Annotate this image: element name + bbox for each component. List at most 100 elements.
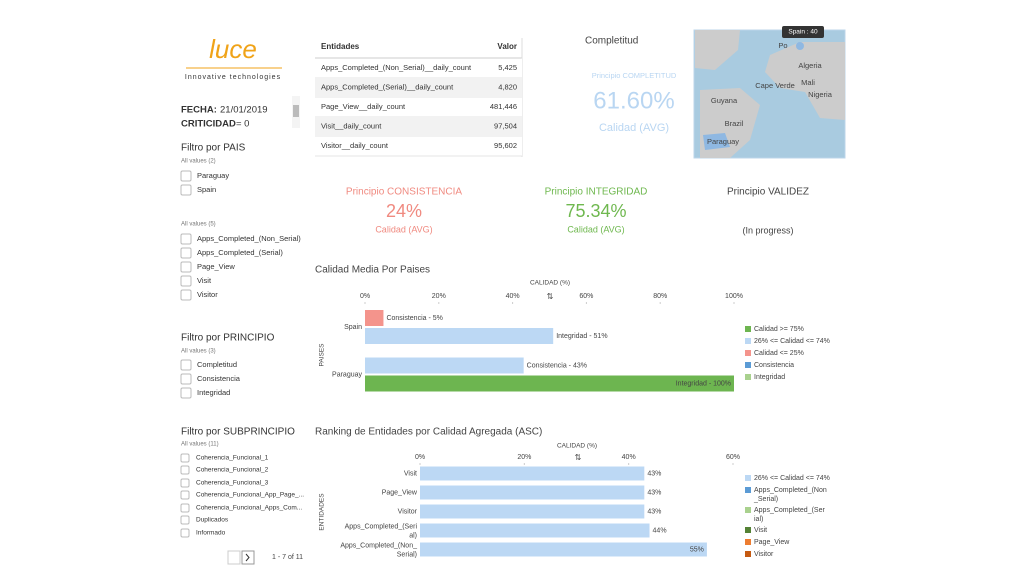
filter-item: Duplicados <box>196 517 229 524</box>
logo-tagline: Innovative technologies <box>185 74 281 81</box>
checkbox[interactable] <box>180 373 192 385</box>
x-tick-label: 0% <box>415 454 425 461</box>
kpi-title: Principio INTEGRIDAD <box>545 187 648 198</box>
filter-all: All values (2) <box>181 159 216 165</box>
checkbox[interactable] <box>180 289 192 301</box>
legend-label: Visitor <box>754 551 774 558</box>
data-label: 55% <box>690 546 704 553</box>
logo: luce <box>209 34 257 64</box>
filter-title: Filtro por PRINCIPIO <box>181 333 275 344</box>
map-label: Mali <box>801 78 815 87</box>
table-cell: Visit__daily_count <box>321 121 382 130</box>
checkbox[interactable] <box>180 387 192 399</box>
checkbox[interactable] <box>180 261 192 273</box>
filter-item: Coherencia_Funcional_2 <box>196 467 269 474</box>
checkbox[interactable] <box>180 453 190 463</box>
x-tick-label: 40% <box>622 454 636 461</box>
table-cell: Visitor__daily_count <box>321 141 389 150</box>
legend-label: Visit <box>754 527 767 534</box>
pager: 1 - 7 of 11 <box>272 554 303 561</box>
checkbox[interactable] <box>180 247 192 259</box>
map-label: Brazil <box>725 119 744 128</box>
chart-title: Calidad Media Por Paises <box>315 265 430 276</box>
y-tick-label: Apps_Completed_(Non_ Serial) <box>340 542 417 558</box>
legend-swatch <box>745 539 751 545</box>
filter-item: Integridad <box>197 388 230 397</box>
filter-item: Page_View <box>197 262 235 271</box>
sort-icon[interactable]: ⇅ <box>575 453 582 462</box>
table-cell: Apps_Completed_(Non_Serial)__daily_count <box>321 63 472 72</box>
checkbox[interactable] <box>180 528 190 538</box>
data-label: Integridad - 51% <box>556 333 607 340</box>
data-label: Integridad - 100% <box>676 380 731 387</box>
legend-label: Calidad >= 75% <box>754 326 804 333</box>
filter-item: Completitud <box>197 360 237 369</box>
checkbox[interactable] <box>180 184 192 196</box>
kpi-title: Principio CONSISTENCIA <box>346 187 462 198</box>
checkbox[interactable] <box>180 465 190 475</box>
checkbox[interactable] <box>180 275 192 287</box>
filter-title: Filtro por PAIS <box>181 143 246 154</box>
checkbox[interactable] <box>180 490 190 500</box>
table-cell: Apps_Completed_(Serial)__daily_count <box>321 82 454 91</box>
legend-swatch <box>745 374 751 380</box>
filter-item: Coherencia_Funcional_1 <box>196 455 269 462</box>
chart-title: Ranking de Entidades por Calidad Agregad… <box>315 427 542 438</box>
map-tooltip: Spain : 40 <box>788 29 818 36</box>
filter-item: Coherencia_Funcional_App_Page_... <box>196 492 304 499</box>
fecha: 21/01/2019 <box>220 105 268 116</box>
table-cell: 5,425 <box>498 63 517 72</box>
filter-item: Consistencia <box>197 374 241 383</box>
pager-next[interactable] <box>241 550 255 565</box>
pager-prev[interactable] <box>227 550 241 565</box>
table-header-bg <box>315 38 522 57</box>
checkbox[interactable] <box>180 503 190 513</box>
map: Spain : 40 <box>693 26 846 159</box>
x-tick-label: 20% <box>517 454 531 461</box>
kpi-value: 75.34% <box>565 201 626 221</box>
scroll-thumb[interactable] <box>293 105 299 117</box>
checkbox[interactable] <box>180 170 192 182</box>
y-tick-label: Apps_Completed_(Seri al) <box>345 523 418 539</box>
checkbox[interactable] <box>180 478 190 488</box>
table-row-bg <box>315 97 522 117</box>
table-cell: 95,602 <box>494 141 517 150</box>
map-spain <box>796 42 804 50</box>
legend-label: 26% <= Calidad <= 74% <box>754 338 830 345</box>
filter-item: Spain <box>197 185 216 194</box>
checkbox[interactable] <box>180 359 192 371</box>
data-label: 44% <box>653 527 667 534</box>
table-cell: 481,446 <box>490 102 517 111</box>
criticidad: = 0 <box>236 119 249 130</box>
legend-label: Apps_Completed_(Ser ial) <box>754 507 825 523</box>
checkbox[interactable] <box>180 233 192 245</box>
y-tick-label: Paraguay <box>332 371 362 378</box>
x-tick-label: 40% <box>506 293 520 300</box>
tooltip-box <box>782 26 824 38</box>
bar <box>420 485 645 500</box>
legend-swatch <box>745 350 751 356</box>
legend-swatch <box>745 487 751 493</box>
legend-swatch <box>745 338 751 344</box>
legend-label: 26% <= Calidad <= 74% <box>754 475 830 482</box>
sort-icon[interactable]: ⇅ <box>547 292 554 301</box>
map-label: Paraguay <box>707 137 739 146</box>
x-tick-label: 0% <box>360 293 370 300</box>
x-tick-label: 60% <box>726 454 740 461</box>
map-label: Algeria <box>798 61 822 70</box>
map-label: Guyana <box>711 96 738 105</box>
kpi-subtitle: Calidad (AVG) <box>599 122 669 134</box>
kpi-title: Principio VALIDEZ <box>727 187 809 198</box>
legend-label: Calidad <= 25% <box>754 350 804 357</box>
y-axis-title: PAISES <box>319 343 326 367</box>
filter-all: All values (11) <box>181 442 219 448</box>
checkbox[interactable] <box>180 515 190 525</box>
x-axis-title: CALIDAD (%) <box>530 280 570 287</box>
x-tick-label: 80% <box>653 293 667 300</box>
bar <box>420 523 650 538</box>
kpi-subtitle: Calidad (AVG) <box>567 224 624 234</box>
legend-label: Page_View <box>754 539 790 546</box>
legend-swatch <box>745 362 751 368</box>
legend-swatch <box>745 527 751 533</box>
